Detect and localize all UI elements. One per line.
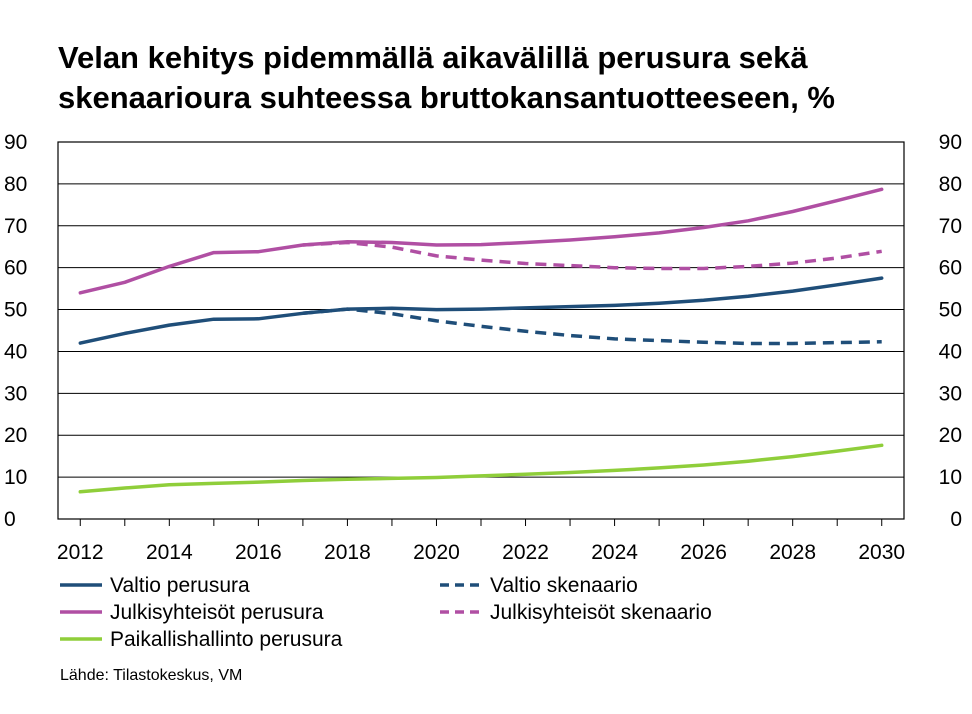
series-line-4 <box>302 307 882 346</box>
y-tick-label-left: 50 <box>4 299 27 322</box>
y-tick-label-right: 40 <box>939 340 962 363</box>
y-tick-label-left: 90 <box>4 131 27 154</box>
x-tick-label: 2018 <box>324 541 371 564</box>
y-tick-label-right: 80 <box>939 173 962 196</box>
chart-title-line-1: Velan kehitys pidemmällä aikavälillä per… <box>58 40 808 75</box>
series-line-1 <box>78 276 884 345</box>
x-tick-label: 2030 <box>858 541 905 564</box>
legend-label: Paikallishallinto perusura <box>110 628 343 651</box>
y-tick-label-left: 30 <box>4 382 27 405</box>
x-tick-label: 2026 <box>680 541 727 564</box>
x-tick-label: 2016 <box>235 541 282 564</box>
x-tick-label: 2028 <box>769 541 816 564</box>
series-line-2 <box>78 187 884 295</box>
y-tick-label-left: 40 <box>4 340 27 363</box>
y-tick-label-left: 80 <box>4 173 27 196</box>
x-tick-label: 2012 <box>57 541 104 564</box>
source-note: Lähde: Tilastokeskus, VM <box>60 667 243 684</box>
y-tick-label-right: 90 <box>939 131 962 154</box>
plot-frame <box>57 141 905 520</box>
y-tick-label-right: 10 <box>939 466 962 489</box>
series-line-3 <box>78 443 884 494</box>
y-tick-label-left: 20 <box>4 424 27 447</box>
series-line-5 <box>302 240 882 271</box>
y-tick-label-right: 60 <box>939 257 962 280</box>
x-tick-label: 2024 <box>591 541 638 564</box>
y-tick-label-left: 70 <box>4 215 27 238</box>
x-tick-label: 2022 <box>502 541 549 564</box>
legend-label: Valtio skenaario <box>490 574 638 597</box>
y-tick-label-left: 0 <box>4 508 16 531</box>
y-tick-label-left: 10 <box>4 466 27 489</box>
legend-label: Julkisyhteisöt skenaario <box>490 601 712 624</box>
y-tick-label-right: 50 <box>939 299 962 322</box>
chart-title-line-2: skenaarioura suhteessa bruttokansantuott… <box>58 80 835 115</box>
y-tick-label-right: 30 <box>939 382 962 405</box>
y-tick-label-left: 60 <box>4 257 27 280</box>
y-tick-label-right: 0 <box>950 508 962 531</box>
y-tick-label-right: 20 <box>939 424 962 447</box>
x-tick-label: 2020 <box>413 541 460 564</box>
legend-label: Julkisyhteisöt perusura <box>110 601 324 624</box>
y-tick-label-right: 70 <box>939 215 962 238</box>
x-tick-label: 2014 <box>146 541 193 564</box>
chart-title: Velan kehitys pidemmällä aikavälillä per… <box>58 38 938 118</box>
legend-label: Valtio perusura <box>110 574 250 597</box>
